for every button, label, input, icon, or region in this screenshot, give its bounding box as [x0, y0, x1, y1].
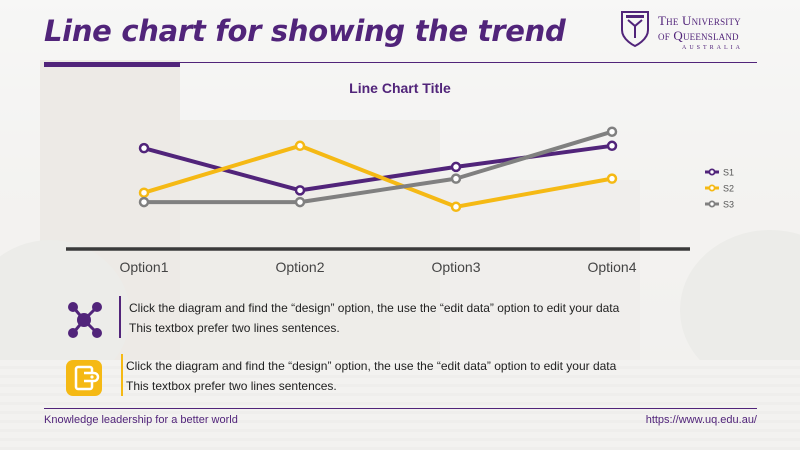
footer-url-link[interactable]: https://www.uq.edu.au/: [645, 414, 757, 426]
x-tick-label: Option3: [431, 259, 480, 275]
legend-marker-S3: [708, 200, 716, 208]
info-text-line2: This textbox prefer two lines sentences.: [126, 379, 337, 393]
university-logo: The University of Queensland AUSTRALIA: [620, 10, 770, 54]
data-point-S2-1: [138, 187, 150, 198]
data-point-S2-2: [294, 140, 306, 152]
data-point-S2-4: [606, 173, 618, 184]
footer-divider: [44, 408, 757, 409]
logo-text-line3: AUSTRALIA: [682, 45, 743, 51]
x-tick-label: Option1: [119, 259, 168, 275]
logo-text-line2: of Queensland: [658, 28, 739, 43]
network-icon: [68, 302, 102, 338]
x-tick-label: Option2: [275, 259, 324, 275]
legend-marker-S2: [708, 184, 716, 192]
info-accent-line: [121, 354, 123, 396]
info-row-2: Click the diagram and find the “design” …: [60, 354, 700, 398]
info-text: Click the diagram and find the “design” …: [129, 298, 619, 338]
legend-label: S3: [723, 200, 734, 210]
data-point-S3-3: [450, 173, 462, 184]
logo-text-line1: The University: [658, 13, 741, 28]
info-text-line1: Click the diagram and find the “design” …: [126, 359, 617, 373]
data-point-S1-2: [294, 185, 306, 196]
title-divider: [180, 62, 757, 63]
x-tick-label: Option4: [587, 259, 636, 275]
info-text-line2: This textbox prefer two lines sentences.: [129, 321, 340, 335]
data-point-S3-1: [138, 196, 150, 208]
data-point-S2-3: [450, 201, 462, 213]
data-point-S3-2: [294, 196, 306, 208]
legend-label: S2: [723, 184, 734, 194]
page-title: Line chart for showing the trend: [44, 14, 566, 48]
info-text: Click the diagram and find the “design” …: [126, 356, 616, 396]
title-accent-bar: [44, 62, 180, 67]
footer-tagline: Knowledge leadership for a better world: [44, 414, 238, 426]
info-row-1: Click the diagram and find the “design” …: [60, 296, 700, 340]
info-text-line1: Click the diagram and find the “design” …: [129, 301, 620, 315]
legend-label: S1: [723, 168, 734, 178]
chart-title: Line Chart Title: [349, 80, 451, 96]
data-point-S1-3: [450, 161, 462, 173]
series-line-S3: [144, 129, 613, 205]
series-line-S2: [143, 143, 613, 209]
crest-icon: [621, 11, 649, 48]
book-icon: [66, 360, 102, 396]
info-accent-line: [119, 296, 121, 338]
data-point-S1-4: [606, 140, 618, 152]
data-point-S1-1: [138, 142, 150, 154]
data-point-S3-4: [606, 126, 618, 137]
line-chart[interactable]: Line Chart Title Option1 Option2 Option3 Opt…: [0, 0, 800, 300]
legend-marker-S1: [708, 168, 716, 176]
